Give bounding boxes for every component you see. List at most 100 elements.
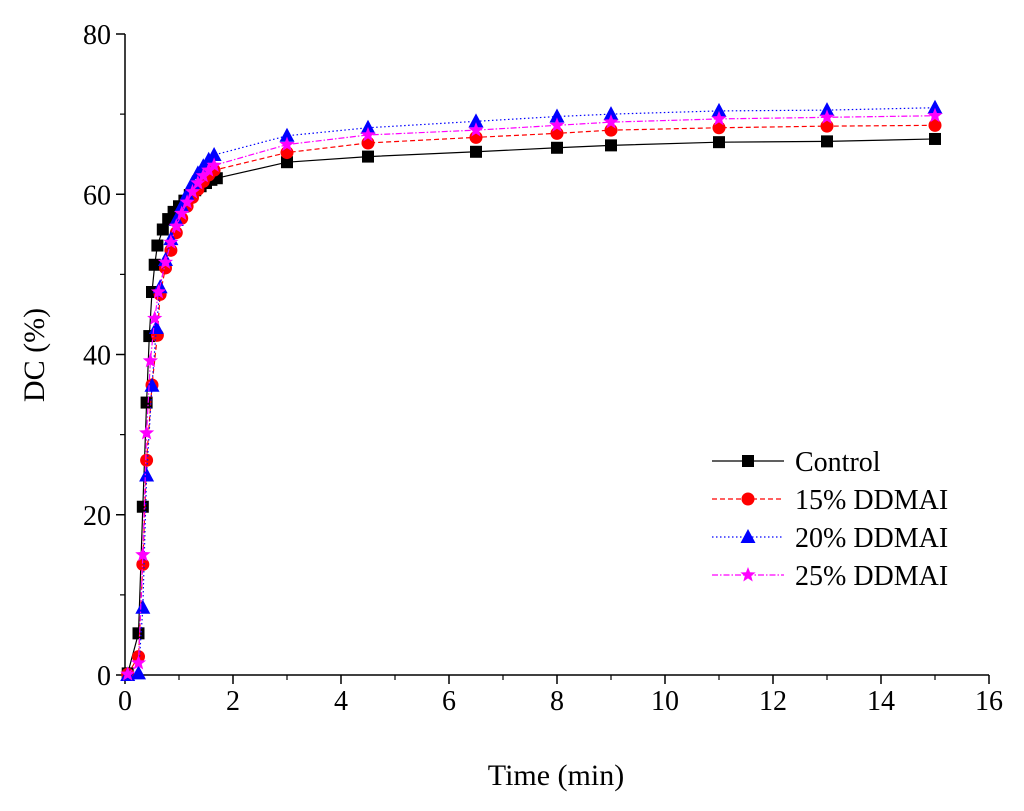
data-point [928, 118, 942, 132]
x-tick-label: 14 [867, 686, 895, 717]
data-point [361, 136, 375, 150]
data-point [603, 106, 619, 121]
y-axis-title: DC (%) [18, 308, 51, 402]
data-point [140, 396, 153, 409]
data-point [150, 284, 167, 299]
data-point [549, 117, 565, 132]
legend-item: 15% DDMAI [712, 485, 948, 516]
data-point [195, 167, 211, 183]
data-point [174, 198, 190, 213]
data-point [206, 157, 222, 172]
x-axis: 0 2 4 6 8 10 12 14 16 [118, 675, 1003, 717]
series-3 [120, 99, 943, 681]
data-point [713, 136, 725, 149]
data-point [206, 146, 222, 161]
data-point [927, 107, 943, 123]
y-tick-label: 40 [83, 341, 111, 372]
legend-label: 15% DDMAI [795, 485, 948, 516]
data-point [604, 123, 618, 137]
legend-marker [742, 455, 754, 467]
data-point [148, 320, 164, 335]
x-tick-label: 6 [442, 686, 456, 717]
data-point [148, 258, 161, 271]
data-point [139, 467, 155, 482]
data-point [468, 113, 484, 128]
series-line [127, 138, 936, 674]
data-point [190, 175, 206, 190]
data-point [157, 254, 174, 269]
data-point [279, 136, 295, 152]
data-point [281, 156, 293, 169]
data-point [131, 665, 146, 680]
data-point [168, 218, 184, 233]
data-point [712, 121, 726, 135]
x-tick-label: 12 [759, 686, 787, 717]
data-point [360, 119, 376, 134]
data-point [819, 102, 835, 117]
data-point [156, 223, 169, 236]
legend-item: Control [712, 447, 881, 478]
data-point [603, 114, 619, 129]
data-point [147, 310, 163, 325]
data-point [711, 102, 727, 117]
legend: Control 15% DDMAI 20% DDMAI 25% DDMAI [712, 447, 948, 592]
legend-marker [740, 567, 756, 582]
data-point [138, 425, 155, 440]
data-point [142, 352, 158, 368]
data-point [711, 110, 727, 126]
y-tick-label: 0 [97, 661, 111, 692]
y-axis: 0 20 40 60 80 [83, 20, 125, 692]
series-4 [120, 107, 943, 681]
x-tick-label: 2 [226, 686, 240, 717]
data-point [280, 146, 294, 160]
data-point [140, 453, 154, 467]
data-point [362, 150, 374, 163]
data-point [132, 627, 145, 640]
data-point [468, 122, 484, 137]
data-point [184, 183, 201, 199]
series-layer [120, 99, 943, 681]
data-point [136, 500, 149, 513]
legend-label: Control [795, 447, 881, 478]
data-point [470, 145, 482, 158]
data-point [179, 194, 195, 209]
data-point [821, 135, 833, 148]
data-point [136, 557, 150, 571]
data-point [550, 126, 564, 140]
y-tick-label: 80 [83, 20, 111, 51]
data-point [130, 654, 147, 670]
x-tick-label: 0 [118, 686, 132, 717]
data-point [549, 108, 565, 123]
legend-item: 20% DDMAI [712, 523, 948, 554]
series-1 [121, 132, 941, 680]
data-point [163, 234, 179, 249]
data-point [929, 132, 941, 145]
data-point [819, 109, 835, 124]
y-tick-label: 20 [83, 501, 111, 532]
data-point [201, 162, 217, 177]
data-point [360, 126, 376, 142]
data-point [151, 239, 164, 252]
data-point [144, 377, 160, 392]
data-point [179, 186, 195, 201]
data-point [174, 205, 190, 220]
data-point [551, 141, 563, 154]
data-point [927, 99, 943, 114]
data-point [820, 119, 834, 133]
x-tick-label: 4 [334, 686, 348, 717]
x-tick-label: 10 [651, 686, 679, 717]
data-point [120, 666, 136, 681]
data-point [135, 546, 151, 562]
y-tick-label: 60 [83, 180, 111, 211]
series-2 [121, 118, 942, 681]
legend-marker [741, 492, 755, 506]
data-point [605, 139, 617, 152]
legend-marker [740, 529, 756, 543]
data-point [135, 599, 151, 614]
data-point [279, 127, 295, 142]
x-tick-label: 16 [975, 686, 1003, 717]
legend-item: 25% DDMAI [712, 561, 948, 592]
legend-label: 20% DDMAI [795, 523, 948, 554]
legend-label: 25% DDMAI [795, 561, 948, 592]
